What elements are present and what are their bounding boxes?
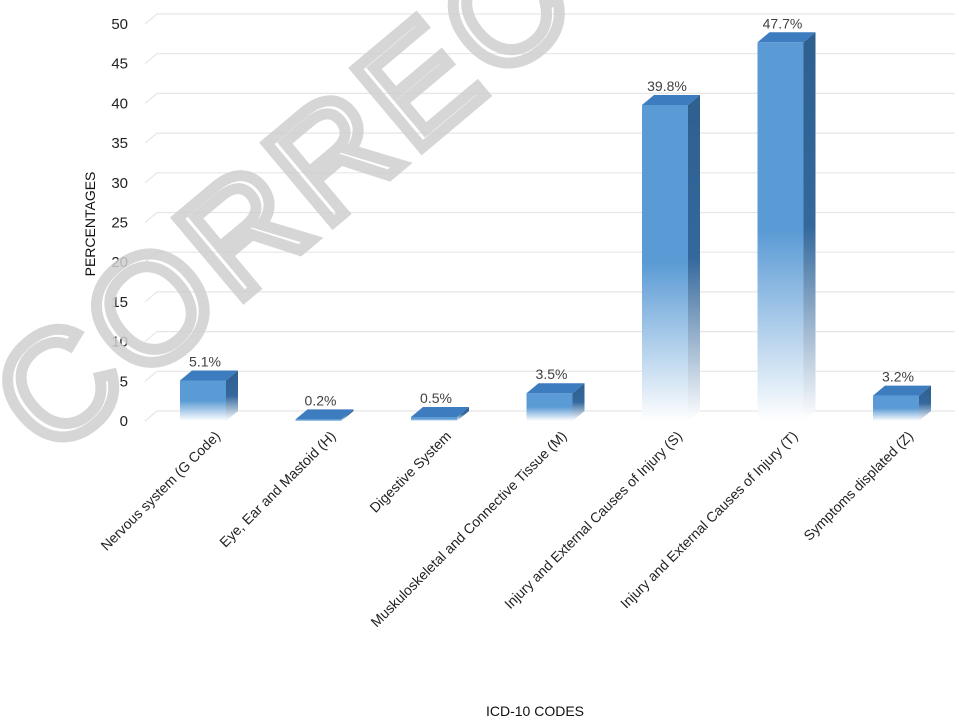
bar-top: [411, 407, 469, 418]
bar-side: [803, 32, 816, 422]
data-label: 5.1%: [189, 354, 221, 370]
x-category-label: Eye, Ear and Mastoid (H): [216, 428, 338, 550]
y-tick-label: 15: [111, 294, 128, 311]
bar-top: [526, 383, 585, 394]
y-tick-label: 50: [111, 16, 128, 33]
bar: [873, 385, 931, 421]
bar-side: [341, 409, 354, 421]
bar: [411, 407, 469, 421]
data-label: 3.2%: [882, 369, 914, 385]
y-axis-title: PERCENTAGES: [82, 172, 98, 277]
bar-front: [873, 395, 919, 421]
gridline: [144, 53, 955, 65]
data-label: 0.5%: [420, 390, 452, 406]
bar: [526, 383, 585, 421]
bar-side: [457, 407, 469, 421]
y-tick-label: 25: [111, 215, 128, 232]
y-tick-label: 45: [111, 56, 128, 73]
y-tick-label: 5: [120, 373, 128, 390]
y-tick-label: 20: [111, 254, 128, 271]
y-tick-label: 35: [111, 135, 128, 152]
y-tick-label: 10: [111, 334, 128, 351]
bar-top: [180, 370, 238, 381]
bar-side: [688, 94, 700, 421]
y-tick-label: 30: [111, 175, 128, 192]
data-label: 47.7%: [763, 15, 803, 31]
bars: [180, 32, 931, 422]
x-category-label: Muskuloskeletal and Connective Tissue (M…: [367, 428, 569, 630]
bar-front: [642, 104, 688, 421]
gridline: [144, 331, 955, 343]
bar-front: [526, 393, 573, 421]
bar-top: [873, 385, 931, 396]
data-label: 39.8%: [647, 78, 687, 94]
bar-front: [757, 42, 804, 422]
gridlines: [144, 13, 955, 422]
x-category-label: Nervous system (G Code): [97, 428, 223, 554]
x-category-label: Injury and External Causes of Injury (T): [617, 428, 801, 612]
bar-side: [919, 385, 931, 421]
bar-top: [757, 32, 816, 43]
bar-front: [411, 417, 457, 421]
x-axis-title: ICD-10 CODES: [486, 703, 584, 719]
bar: [180, 370, 238, 421]
bar: [642, 94, 700, 421]
data-label: 0.2%: [305, 392, 337, 408]
bar: [757, 32, 816, 422]
x-axis-categories: Nervous system (G Code)Eye, Ear and Mast…: [97, 428, 916, 630]
y-tick-label: 0: [120, 413, 128, 430]
x-category-label: Symptoms displated (Z): [800, 428, 916, 544]
bar-side: [226, 370, 238, 421]
bar: [295, 409, 354, 421]
x-category-label: Injury and External Causes of Injury (S): [501, 428, 685, 612]
bar-top: [642, 94, 700, 105]
y-axis-ticks: 0 5 10 15 20 25 30 35 40 45 50: [111, 16, 128, 430]
data-labels: 5.1% 0.2% 0.5% 3.5% 39.8% 47.7% 3.2%: [189, 15, 914, 408]
gridline: [144, 13, 955, 25]
bar-front: [180, 380, 226, 421]
bar-top: [295, 409, 354, 420]
y-tick-label: 40: [111, 95, 128, 112]
gridline: [144, 92, 955, 104]
data-label: 3.5%: [536, 366, 568, 382]
bar-front: [295, 419, 342, 421]
bar-side: [572, 383, 585, 421]
x-category-label: Digestive System: [366, 428, 454, 516]
